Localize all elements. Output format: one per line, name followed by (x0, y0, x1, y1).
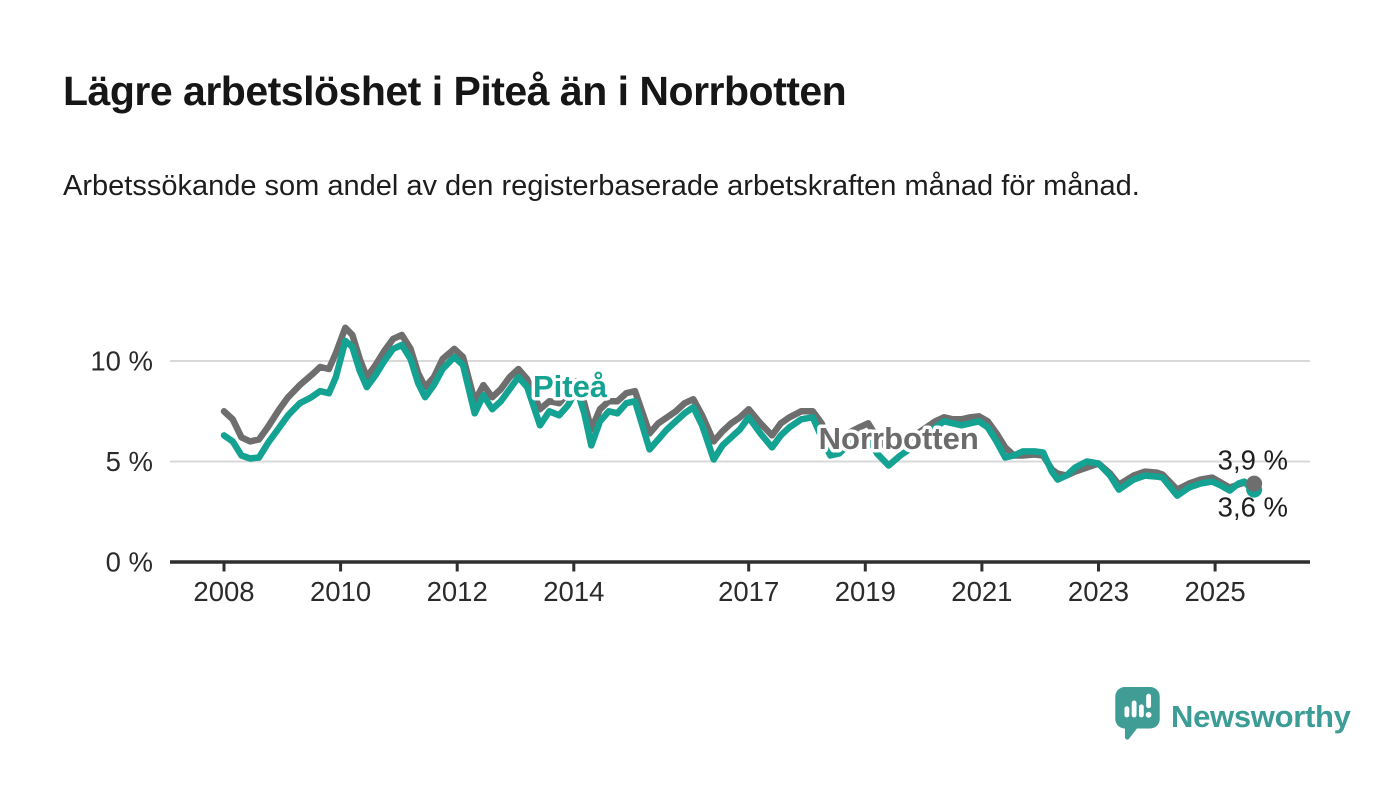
newsworthy-logo[interactable]: Newsworthy (1114, 686, 1351, 744)
x-tick-label: 2023 (1068, 576, 1129, 607)
x-tick-label: 2021 (951, 576, 1012, 607)
x-tick-label: 2014 (543, 576, 604, 607)
x-tick-label: 2010 (310, 576, 371, 607)
y-tick-label: 5 % (106, 446, 153, 477)
end-value-label-piteå: 3,6 % (1218, 492, 1288, 523)
x-tick-label: 2008 (193, 576, 254, 607)
speech-bubble-bar-chart-icon (1115, 686, 1160, 740)
end-value-label-norrbotten: 3,9 % (1218, 445, 1288, 476)
chart-title: Lägre arbetslöshet i Piteå än i Norrbott… (63, 68, 847, 114)
chart-subtitle: Arbetssökande som andel av den registerb… (63, 170, 1140, 202)
x-tick-label: 2012 (427, 576, 488, 607)
x-tick-label: 2019 (835, 576, 896, 607)
brand-name: Newsworthy (1171, 698, 1351, 734)
x-tick-label: 2025 (1185, 576, 1246, 607)
series-label-norrbotten: Norrbotten (819, 421, 979, 456)
series-line-piteå (220, 337, 1258, 499)
y-tick-label: 10 % (90, 346, 153, 377)
last-value-dot-norrbotten (1246, 475, 1263, 492)
y-tick-label: 0 % (106, 547, 153, 578)
series-label-piteå: Piteå (533, 369, 608, 404)
x-tick-label: 2017 (718, 576, 779, 607)
